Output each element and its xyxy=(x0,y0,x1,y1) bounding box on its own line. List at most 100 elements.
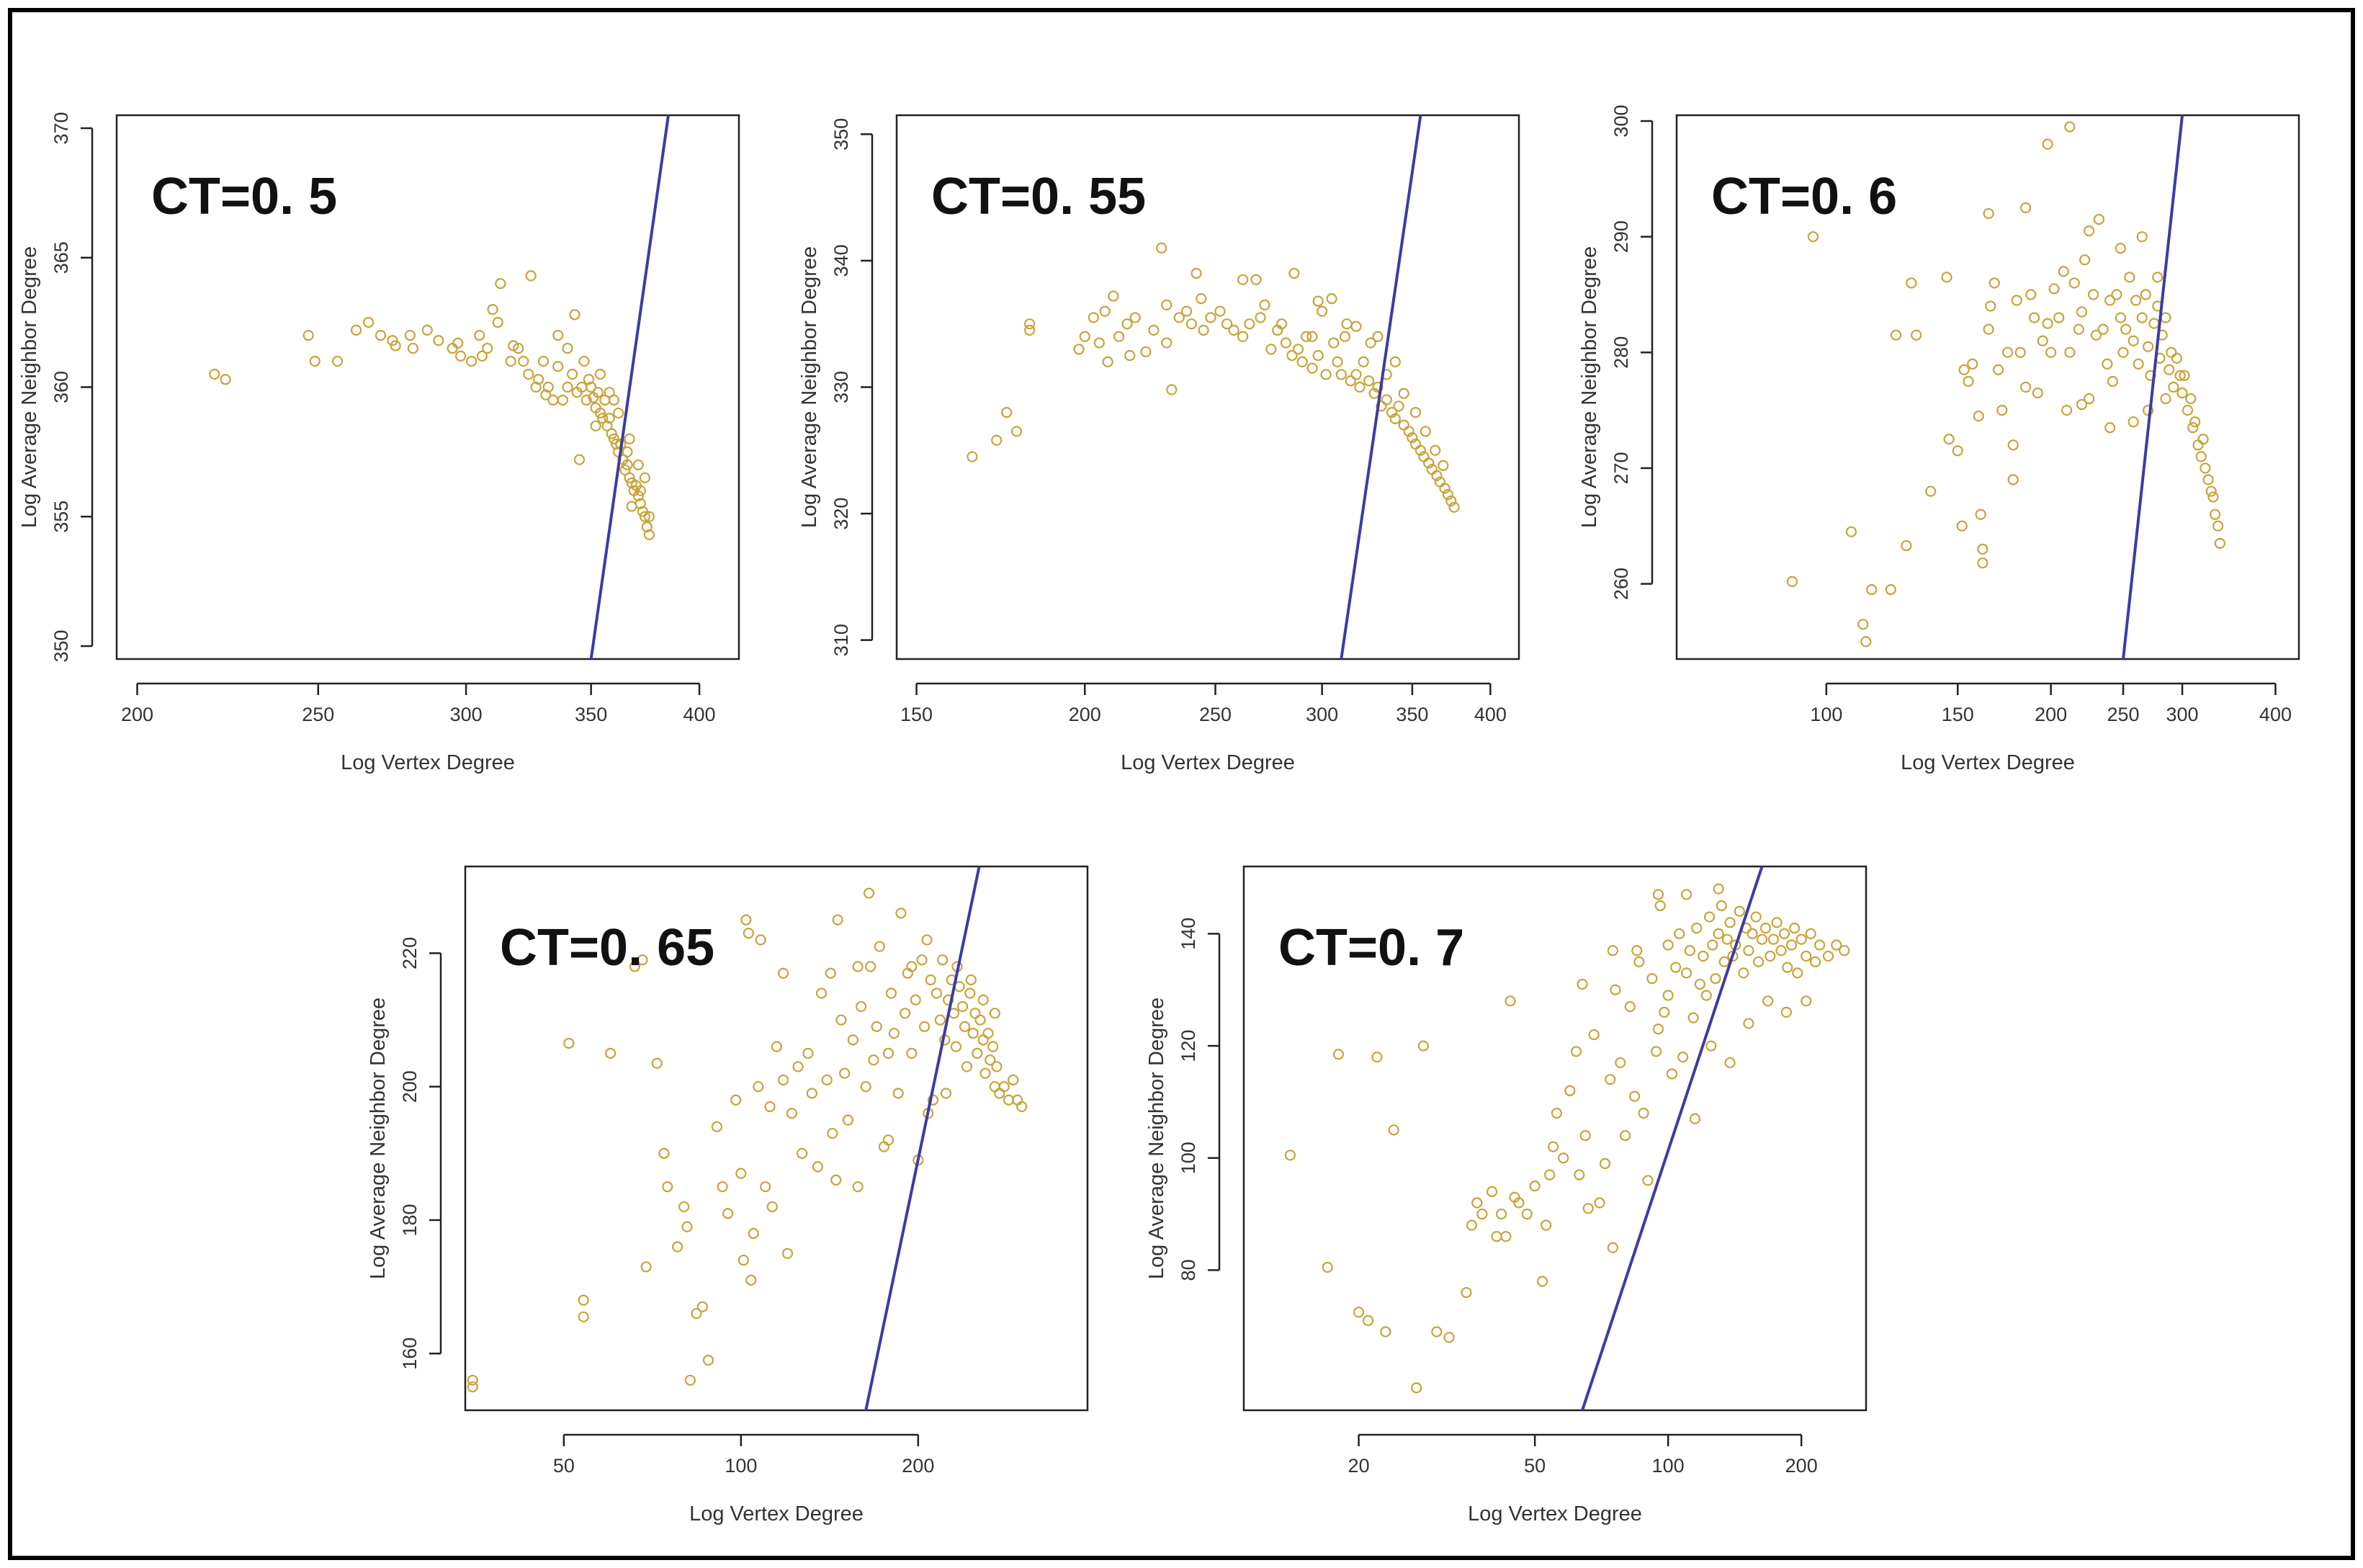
scatter-points xyxy=(467,866,1028,1410)
data-point xyxy=(1541,1219,1552,1231)
data-point xyxy=(1108,290,1119,302)
x-tick-label: 350 xyxy=(1396,704,1428,725)
data-point xyxy=(1335,369,1347,380)
data-point xyxy=(1786,575,1798,587)
data-point xyxy=(1762,995,1774,1007)
data-point xyxy=(2093,213,2105,225)
data-point xyxy=(1185,318,1197,330)
data-point xyxy=(1700,990,1712,1001)
data-point xyxy=(573,454,586,465)
data-point xyxy=(1801,950,1812,962)
data-point xyxy=(1885,584,1896,596)
data-point xyxy=(2143,341,2154,352)
data-point xyxy=(1845,526,1857,537)
x-tick-label: 50 xyxy=(1524,1455,1546,1477)
data-point xyxy=(309,355,320,367)
data-point xyxy=(2136,231,2148,243)
data-point xyxy=(563,1037,575,1049)
data-point xyxy=(781,1247,794,1259)
data-point xyxy=(1417,1040,1429,1052)
data-point xyxy=(601,420,613,432)
data-point xyxy=(643,529,655,541)
data-point xyxy=(1681,889,1692,900)
data-point xyxy=(1977,543,1988,555)
data-point xyxy=(1677,1052,1689,1063)
data-point xyxy=(1317,305,1328,317)
data-point xyxy=(1642,1175,1654,1186)
data-point xyxy=(608,433,620,445)
x-axis-label: Log Vertex Degree xyxy=(689,1502,864,1526)
y-tick-label: 160 xyxy=(399,1338,421,1370)
data-point xyxy=(640,1261,652,1273)
data-point xyxy=(832,914,843,926)
data-point xyxy=(569,309,580,321)
data-point xyxy=(1010,426,1023,437)
data-point xyxy=(1681,967,1692,979)
data-point xyxy=(594,407,606,419)
data-point xyxy=(1500,1231,1512,1242)
data-point xyxy=(985,1054,996,1066)
data-point xyxy=(755,934,766,946)
data-point xyxy=(1716,900,1727,912)
y-tick-label: 260 xyxy=(1610,568,1632,600)
data-point xyxy=(1952,445,1963,457)
data-point xyxy=(2045,346,2057,358)
data-point xyxy=(940,1088,952,1099)
data-point xyxy=(1196,292,1207,305)
data-point xyxy=(1724,1057,1736,1069)
data-point xyxy=(1471,1197,1483,1209)
data-point xyxy=(1221,318,1233,330)
data-point xyxy=(1191,267,1202,279)
data-point xyxy=(1822,950,1834,962)
data-point xyxy=(2189,416,2201,428)
data-point xyxy=(637,506,648,517)
data-point xyxy=(2202,474,2214,485)
data-point xyxy=(743,928,754,939)
data-point xyxy=(2107,375,2119,387)
y-axis-label: Log Average Neighbor Degree xyxy=(367,998,390,1279)
data-point xyxy=(606,428,617,439)
data-point xyxy=(2076,398,2088,411)
panels: 200 250 300 350 400 350 355 360 365 370 Log Vertex… xyxy=(18,105,2300,1526)
data-point xyxy=(1093,337,1105,349)
data-point xyxy=(1306,362,1318,374)
data-point xyxy=(639,472,650,483)
data-point xyxy=(578,1311,589,1322)
data-point xyxy=(2073,323,2085,335)
y-tick-label: 365 xyxy=(50,241,72,274)
data-point xyxy=(2130,295,2142,306)
data-point xyxy=(2104,422,2116,434)
data-point xyxy=(1372,331,1384,342)
x-tick-label: 250 xyxy=(302,704,334,725)
data-point xyxy=(1588,1029,1600,1041)
data-point xyxy=(1328,337,1340,349)
data-point xyxy=(1362,1314,1374,1327)
data-point xyxy=(740,914,752,926)
data-point xyxy=(737,1254,749,1266)
data-point xyxy=(2102,358,2113,369)
y-tick-label: 350 xyxy=(50,630,72,662)
x-tick-label: 300 xyxy=(2166,704,2199,725)
data-point xyxy=(1564,1085,1576,1096)
y-axis-label: Log Average Neighbor Degree xyxy=(18,246,41,528)
y-tick-label: 280 xyxy=(1610,336,1632,369)
data-point xyxy=(1780,1006,1792,1018)
data-point xyxy=(863,887,875,899)
x-tick-label: 200 xyxy=(121,704,153,725)
data-point xyxy=(2104,295,2116,306)
data-point xyxy=(1398,387,1409,399)
data-point xyxy=(1389,356,1401,367)
data-point xyxy=(580,394,592,406)
data-point xyxy=(1431,1326,1443,1338)
data-point xyxy=(2214,537,2225,549)
data-point xyxy=(552,361,564,372)
data-point xyxy=(1140,346,1152,357)
data-point xyxy=(1807,231,1819,243)
data-point xyxy=(1445,495,1457,507)
data-point xyxy=(806,1088,817,1099)
data-point xyxy=(1703,911,1716,923)
data-point xyxy=(1345,375,1356,387)
data-point xyxy=(557,394,569,406)
data-point xyxy=(2025,289,2037,300)
data-point xyxy=(604,413,615,424)
